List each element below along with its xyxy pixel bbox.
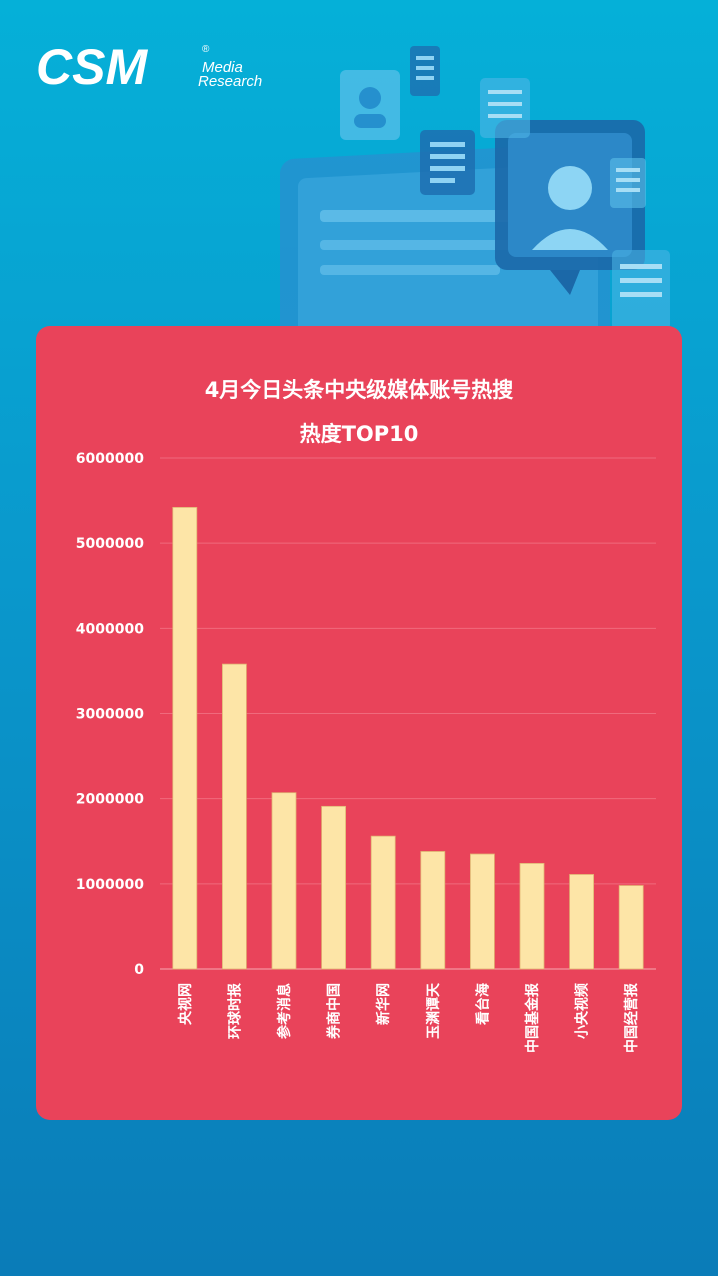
bar <box>618 885 644 970</box>
avatar-chat-icon <box>495 120 645 295</box>
chat-bubble-lines-icon <box>480 78 530 138</box>
bar <box>519 862 545 970</box>
x-category-label: 中国基金报 <box>524 983 541 1053</box>
bar <box>420 851 446 970</box>
csm-logo: CSM ® Media Research <box>36 40 262 95</box>
x-category-label: 券商中国 <box>326 983 343 1039</box>
bar <box>221 663 247 970</box>
bar <box>569 874 594 970</box>
logo-registered-mark: ® <box>202 44 210 55</box>
y-tick-label: 4000000 <box>76 621 144 637</box>
x-category-label: 参考消息 <box>276 983 293 1039</box>
y-tick-label: 2000000 <box>76 792 144 808</box>
bar <box>321 805 347 970</box>
document-icon <box>420 130 475 195</box>
chart-card: 4月今日头条中央级媒体账号热搜 热度TOP10 0 1000000 2000000 3… <box>36 326 682 1120</box>
x-category-label: 玉渊谭天 <box>425 982 442 1039</box>
bar <box>271 792 297 970</box>
document-icon-small <box>410 46 440 96</box>
side-panel-icon <box>610 158 670 330</box>
chart-title-line-2: 热度TOP10 <box>299 422 419 446</box>
x-category-label: 新华网 <box>375 983 392 1025</box>
bar <box>172 506 198 970</box>
x-category-label: 看台海 <box>474 983 491 1026</box>
media-illustration <box>280 46 670 340</box>
logo-sub-text-research: Research <box>198 73 262 90</box>
bar-chart: 0 1000000 2000000 3000000 4000000 5000000 6000… <box>76 451 656 1053</box>
bar <box>469 853 495 970</box>
y-tick-label: 1000000 <box>76 877 144 893</box>
user-profile-card-icon <box>340 70 400 140</box>
y-tick-label: 5000000 <box>76 536 144 552</box>
logo-sub-text-media: Media <box>202 59 243 76</box>
chart-title-line-1: 4月今日头条中央级媒体账号热搜 <box>204 378 514 402</box>
x-category-label: 小央视频 <box>574 983 591 1039</box>
x-category-label: 中国经营报 <box>623 983 640 1053</box>
y-tick-label: 6000000 <box>76 451 144 467</box>
x-category-label: 环球时报 <box>226 983 243 1039</box>
y-tick-label: 3000000 <box>76 707 144 723</box>
logo-main-text: CSM <box>36 40 148 95</box>
y-tick-label: 0 <box>134 962 144 978</box>
bar <box>370 835 396 970</box>
x-category-label: 央视网 <box>177 983 194 1025</box>
